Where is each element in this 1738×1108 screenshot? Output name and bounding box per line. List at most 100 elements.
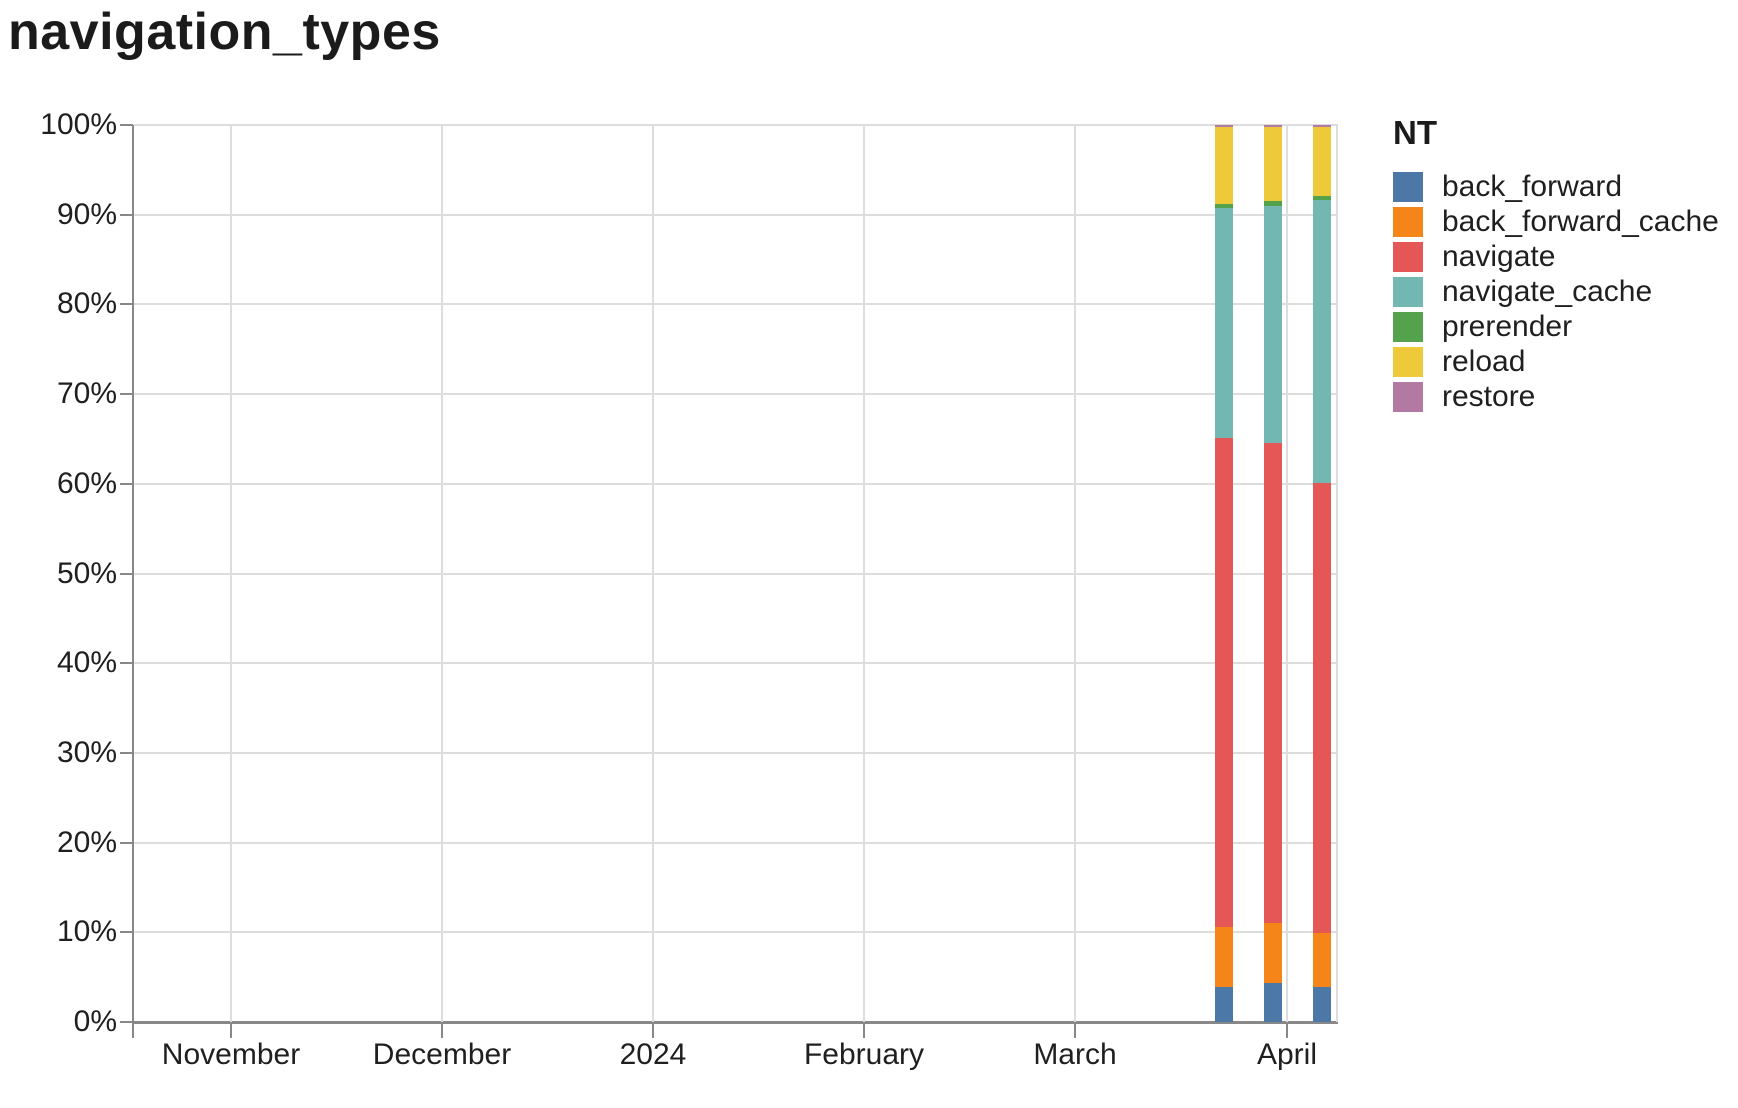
bar-segment-navigate bbox=[1313, 482, 1331, 934]
legend-swatch-back_forward bbox=[1393, 172, 1423, 202]
y-tick-mark bbox=[120, 572, 133, 575]
y-axis-tick-label: 0% bbox=[73, 1005, 117, 1038]
y-tick-mark bbox=[120, 1021, 133, 1023]
legend-item-prerender: prerender bbox=[1393, 310, 1723, 343]
gridline-horizontal bbox=[134, 572, 1338, 575]
bar-segment-back_forward bbox=[1264, 983, 1282, 1022]
bar-segment-navigate_cache bbox=[1313, 200, 1331, 483]
legend-item-label: navigate bbox=[1442, 240, 1556, 273]
bar-segment-restore bbox=[1264, 125, 1282, 127]
y-axis-tick-label: 80% bbox=[56, 287, 117, 321]
y-axis-tick-label: 40% bbox=[56, 646, 117, 680]
x-tick-mark bbox=[863, 1024, 865, 1038]
bar-segment-back_forward bbox=[1215, 987, 1233, 1022]
y-axis-tick-label: 10% bbox=[56, 915, 117, 949]
legend-item-label: prerender bbox=[1442, 310, 1573, 343]
legend-item-back_forward_cache: back_forward_cache bbox=[1393, 205, 1723, 238]
bar-segment-navigate_cache bbox=[1215, 208, 1233, 439]
legend-item-navigate_cache: navigate_cache bbox=[1393, 275, 1723, 308]
gridline-horizontal bbox=[134, 124, 1338, 126]
legend-item-label: reload bbox=[1442, 345, 1526, 378]
legend-swatch-reload bbox=[1393, 347, 1423, 377]
x-axis-tick-label: February bbox=[803, 1038, 925, 1071]
stacked-bar bbox=[1313, 125, 1331, 1022]
legend-swatch-back_forward_cache bbox=[1393, 207, 1423, 237]
y-tick-mark bbox=[120, 124, 133, 126]
bar-segment-navigate_cache bbox=[1264, 205, 1282, 444]
y-axis-tick-label: 100% bbox=[40, 108, 117, 141]
x-axis-tick-label: April bbox=[1256, 1038, 1317, 1071]
gridline-vertical-right-edge bbox=[1336, 125, 1338, 1022]
y-axis-tick-label: 20% bbox=[56, 825, 117, 859]
bar-segment-restore bbox=[1313, 125, 1331, 127]
bar-segment-navigate bbox=[1215, 438, 1233, 927]
y-axis-tick-label: 50% bbox=[56, 556, 117, 590]
plot-area bbox=[120, 124, 1338, 1038]
bar-segment-reload bbox=[1215, 126, 1233, 204]
bar-segment-back_forward bbox=[1313, 987, 1331, 1022]
legend-swatch-restore bbox=[1393, 382, 1423, 412]
bar-segment-back_forward_cache bbox=[1264, 923, 1282, 984]
legend-item-navigate: navigate bbox=[1393, 240, 1723, 273]
gridline-vertical bbox=[652, 125, 654, 1022]
legend-item-label: back_forward_cache bbox=[1442, 205, 1719, 238]
stacked-bar bbox=[1215, 125, 1233, 1022]
bar-segment-reload bbox=[1313, 126, 1331, 196]
x-axis-line bbox=[132, 1021, 1338, 1024]
gridline-vertical bbox=[1074, 125, 1076, 1022]
y-axis-tick-label: 30% bbox=[56, 735, 117, 769]
x-tick-mark bbox=[441, 1024, 443, 1038]
x-axis-tick-label: December bbox=[372, 1038, 512, 1071]
gridline-vertical bbox=[1286, 125, 1288, 1022]
legend-swatch-prerender bbox=[1393, 312, 1423, 342]
y-tick-mark bbox=[120, 303, 133, 306]
y-tick-mark bbox=[120, 931, 133, 934]
y-tick-mark bbox=[120, 662, 133, 665]
gridline-horizontal bbox=[134, 303, 1338, 306]
bar-segment-reload bbox=[1264, 126, 1282, 202]
bar-segment-prerender bbox=[1264, 201, 1282, 206]
bar-segment-prerender bbox=[1215, 203, 1233, 209]
bar-segment-prerender bbox=[1313, 195, 1331, 201]
legend-items: back_forward back_forward_cache navigate na… bbox=[1393, 170, 1723, 413]
y-tick-mark bbox=[120, 213, 133, 216]
gridline-vertical bbox=[441, 125, 443, 1022]
y-axis-tick-label: 60% bbox=[56, 466, 117, 500]
gridline-horizontal bbox=[134, 751, 1338, 754]
legend-item-label: navigate_cache bbox=[1442, 275, 1653, 308]
gridline-horizontal bbox=[134, 662, 1338, 665]
gridline-horizontal bbox=[134, 213, 1338, 216]
x-tick-mark bbox=[230, 1024, 232, 1038]
gridline-vertical bbox=[863, 125, 865, 1022]
x-axis-tick-label: March bbox=[1033, 1038, 1117, 1071]
bar-segment-back_forward_cache bbox=[1313, 933, 1331, 988]
gridline-horizontal bbox=[134, 931, 1338, 934]
y-tick-mark bbox=[120, 841, 133, 844]
x-tick-mark-left-edge bbox=[132, 1024, 134, 1038]
chart-title: navigation_types bbox=[8, 3, 441, 61]
legend-item-label: restore bbox=[1442, 380, 1536, 413]
x-tick-mark bbox=[652, 1024, 654, 1038]
y-tick-mark bbox=[120, 482, 133, 485]
gridline-horizontal bbox=[134, 841, 1338, 844]
legend-item-back_forward: back_forward bbox=[1393, 170, 1723, 203]
y-tick-mark bbox=[120, 393, 133, 396]
legend-item-label: back_forward bbox=[1442, 170, 1623, 203]
legend-title: NT bbox=[1393, 114, 1437, 151]
x-axis-tick-label: 2024 bbox=[619, 1038, 687, 1071]
y-axis-tick-label: 90% bbox=[56, 197, 117, 231]
legend-item-restore: restore bbox=[1393, 380, 1723, 413]
legend: NT back_forward back_forward_cache navigat… bbox=[1393, 114, 1723, 417]
x-axis-tick-label: November bbox=[161, 1038, 301, 1071]
x-tick-mark bbox=[1074, 1024, 1076, 1038]
bar-segment-navigate bbox=[1264, 443, 1282, 924]
bar-segment-back_forward_cache bbox=[1215, 926, 1233, 988]
x-tick-mark bbox=[1286, 1024, 1288, 1038]
legend-swatch-navigate bbox=[1393, 242, 1423, 272]
legend-item-reload: reload bbox=[1393, 345, 1723, 378]
y-axis-line bbox=[132, 125, 134, 1022]
y-tick-mark bbox=[120, 751, 133, 754]
legend-swatch-navigate_cache bbox=[1393, 277, 1423, 307]
gridline-vertical bbox=[230, 125, 232, 1022]
gridline-horizontal bbox=[134, 393, 1338, 396]
